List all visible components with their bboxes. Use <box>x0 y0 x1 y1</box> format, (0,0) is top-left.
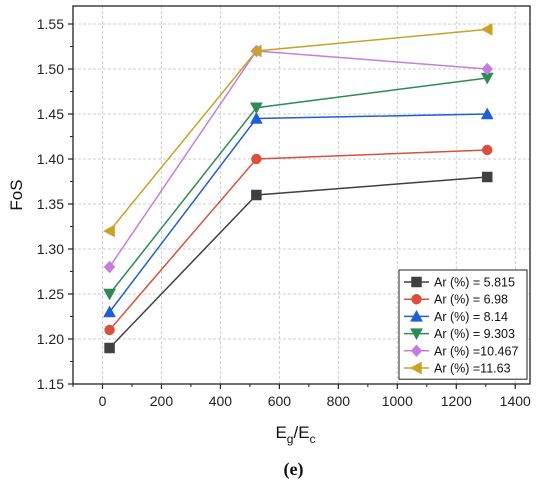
y-tick-label: 1.50 <box>37 61 64 77</box>
x-axis-label: Eg/Ec <box>275 423 315 446</box>
x-tick-label: 0 <box>99 393 107 409</box>
data-point-triangle-up <box>480 107 494 120</box>
data-point-circle <box>251 153 262 165</box>
legend-box <box>398 269 528 380</box>
y-tick-label: 1.55 <box>37 16 64 32</box>
series-group <box>104 144 493 336</box>
x-tick-label: 200 <box>150 393 174 409</box>
figure-caption: (e) <box>284 459 304 480</box>
data-point-triangle-up <box>103 305 116 318</box>
data-point-circle <box>481 144 493 156</box>
data-point-circle <box>104 324 115 336</box>
data-point-square <box>481 171 493 183</box>
axis-ticks: 0 200 400 600 800 1000 1200 1400 1.15 1.20 1.25 1.3… <box>37 16 531 409</box>
y-tick-label: 1.40 <box>37 151 64 167</box>
data-series <box>103 22 494 354</box>
y-tick-label: 1.25 <box>37 286 64 302</box>
legend-label: Ar (%) =10.467 <box>434 344 518 358</box>
data-point-triangle-left <box>409 361 422 375</box>
legend-label: Ar (%) = 6.98 <box>434 293 508 307</box>
legend: Ar (%) = 5.815 Ar (%) = 6.98 Ar (%) = 8.14… <box>398 269 528 380</box>
y-axis-label: FoS <box>7 179 26 210</box>
data-point-square <box>251 189 262 201</box>
data-point-triangle-up <box>249 111 263 124</box>
data-point-square <box>411 276 422 288</box>
x-tick-label: 1000 <box>382 393 413 409</box>
data-point-triangle-up <box>410 309 423 322</box>
series-line <box>108 77 488 295</box>
x-tick-label: 1400 <box>500 393 531 409</box>
data-point-triangle-down <box>410 328 423 341</box>
y-tick-label: 1.45 <box>37 106 64 122</box>
data-point-circle <box>411 293 422 305</box>
legend-label: Ar (%) = 9.303 <box>434 327 515 341</box>
legend-label: Ar (%) = 8.14 <box>434 310 508 324</box>
x-tick-label: 1200 <box>441 393 472 409</box>
x-label-main: E <box>275 423 286 442</box>
y-tick-label: 1.20 <box>37 331 64 347</box>
data-point-diamond <box>481 62 494 76</box>
x-tick-label: 800 <box>327 393 351 409</box>
plot-area-frame <box>72 5 531 385</box>
series-group <box>103 72 494 301</box>
x-tick-label: 600 <box>268 393 292 409</box>
legend-label: Ar (%) = 5.815 <box>434 276 515 290</box>
x-tick-label: 400 <box>209 393 233 409</box>
y-tick-label: 1.30 <box>37 241 64 257</box>
y-tick-label: 1.35 <box>37 196 64 212</box>
x-label-slash-e: /E <box>293 423 309 442</box>
legend-label: Ar (%) =11.63 <box>434 362 511 376</box>
series-line <box>108 28 488 232</box>
series-group <box>103 107 494 318</box>
x-label-subscript-g: g <box>287 432 294 446</box>
data-point-square <box>104 342 115 354</box>
y-tick-label: 1.15 <box>37 376 64 392</box>
data-point-diamond <box>410 344 423 358</box>
data-point-triangle-down <box>103 288 116 301</box>
series-group <box>103 22 493 238</box>
x-label-subscript-c: c <box>310 432 316 446</box>
data-point-triangle-left <box>480 22 493 36</box>
data-point-triangle-left <box>103 224 115 238</box>
data-point-diamond <box>103 260 116 274</box>
data-point-triangle-down <box>249 102 263 115</box>
series-group <box>104 171 493 354</box>
data-point-triangle-left <box>249 44 262 58</box>
